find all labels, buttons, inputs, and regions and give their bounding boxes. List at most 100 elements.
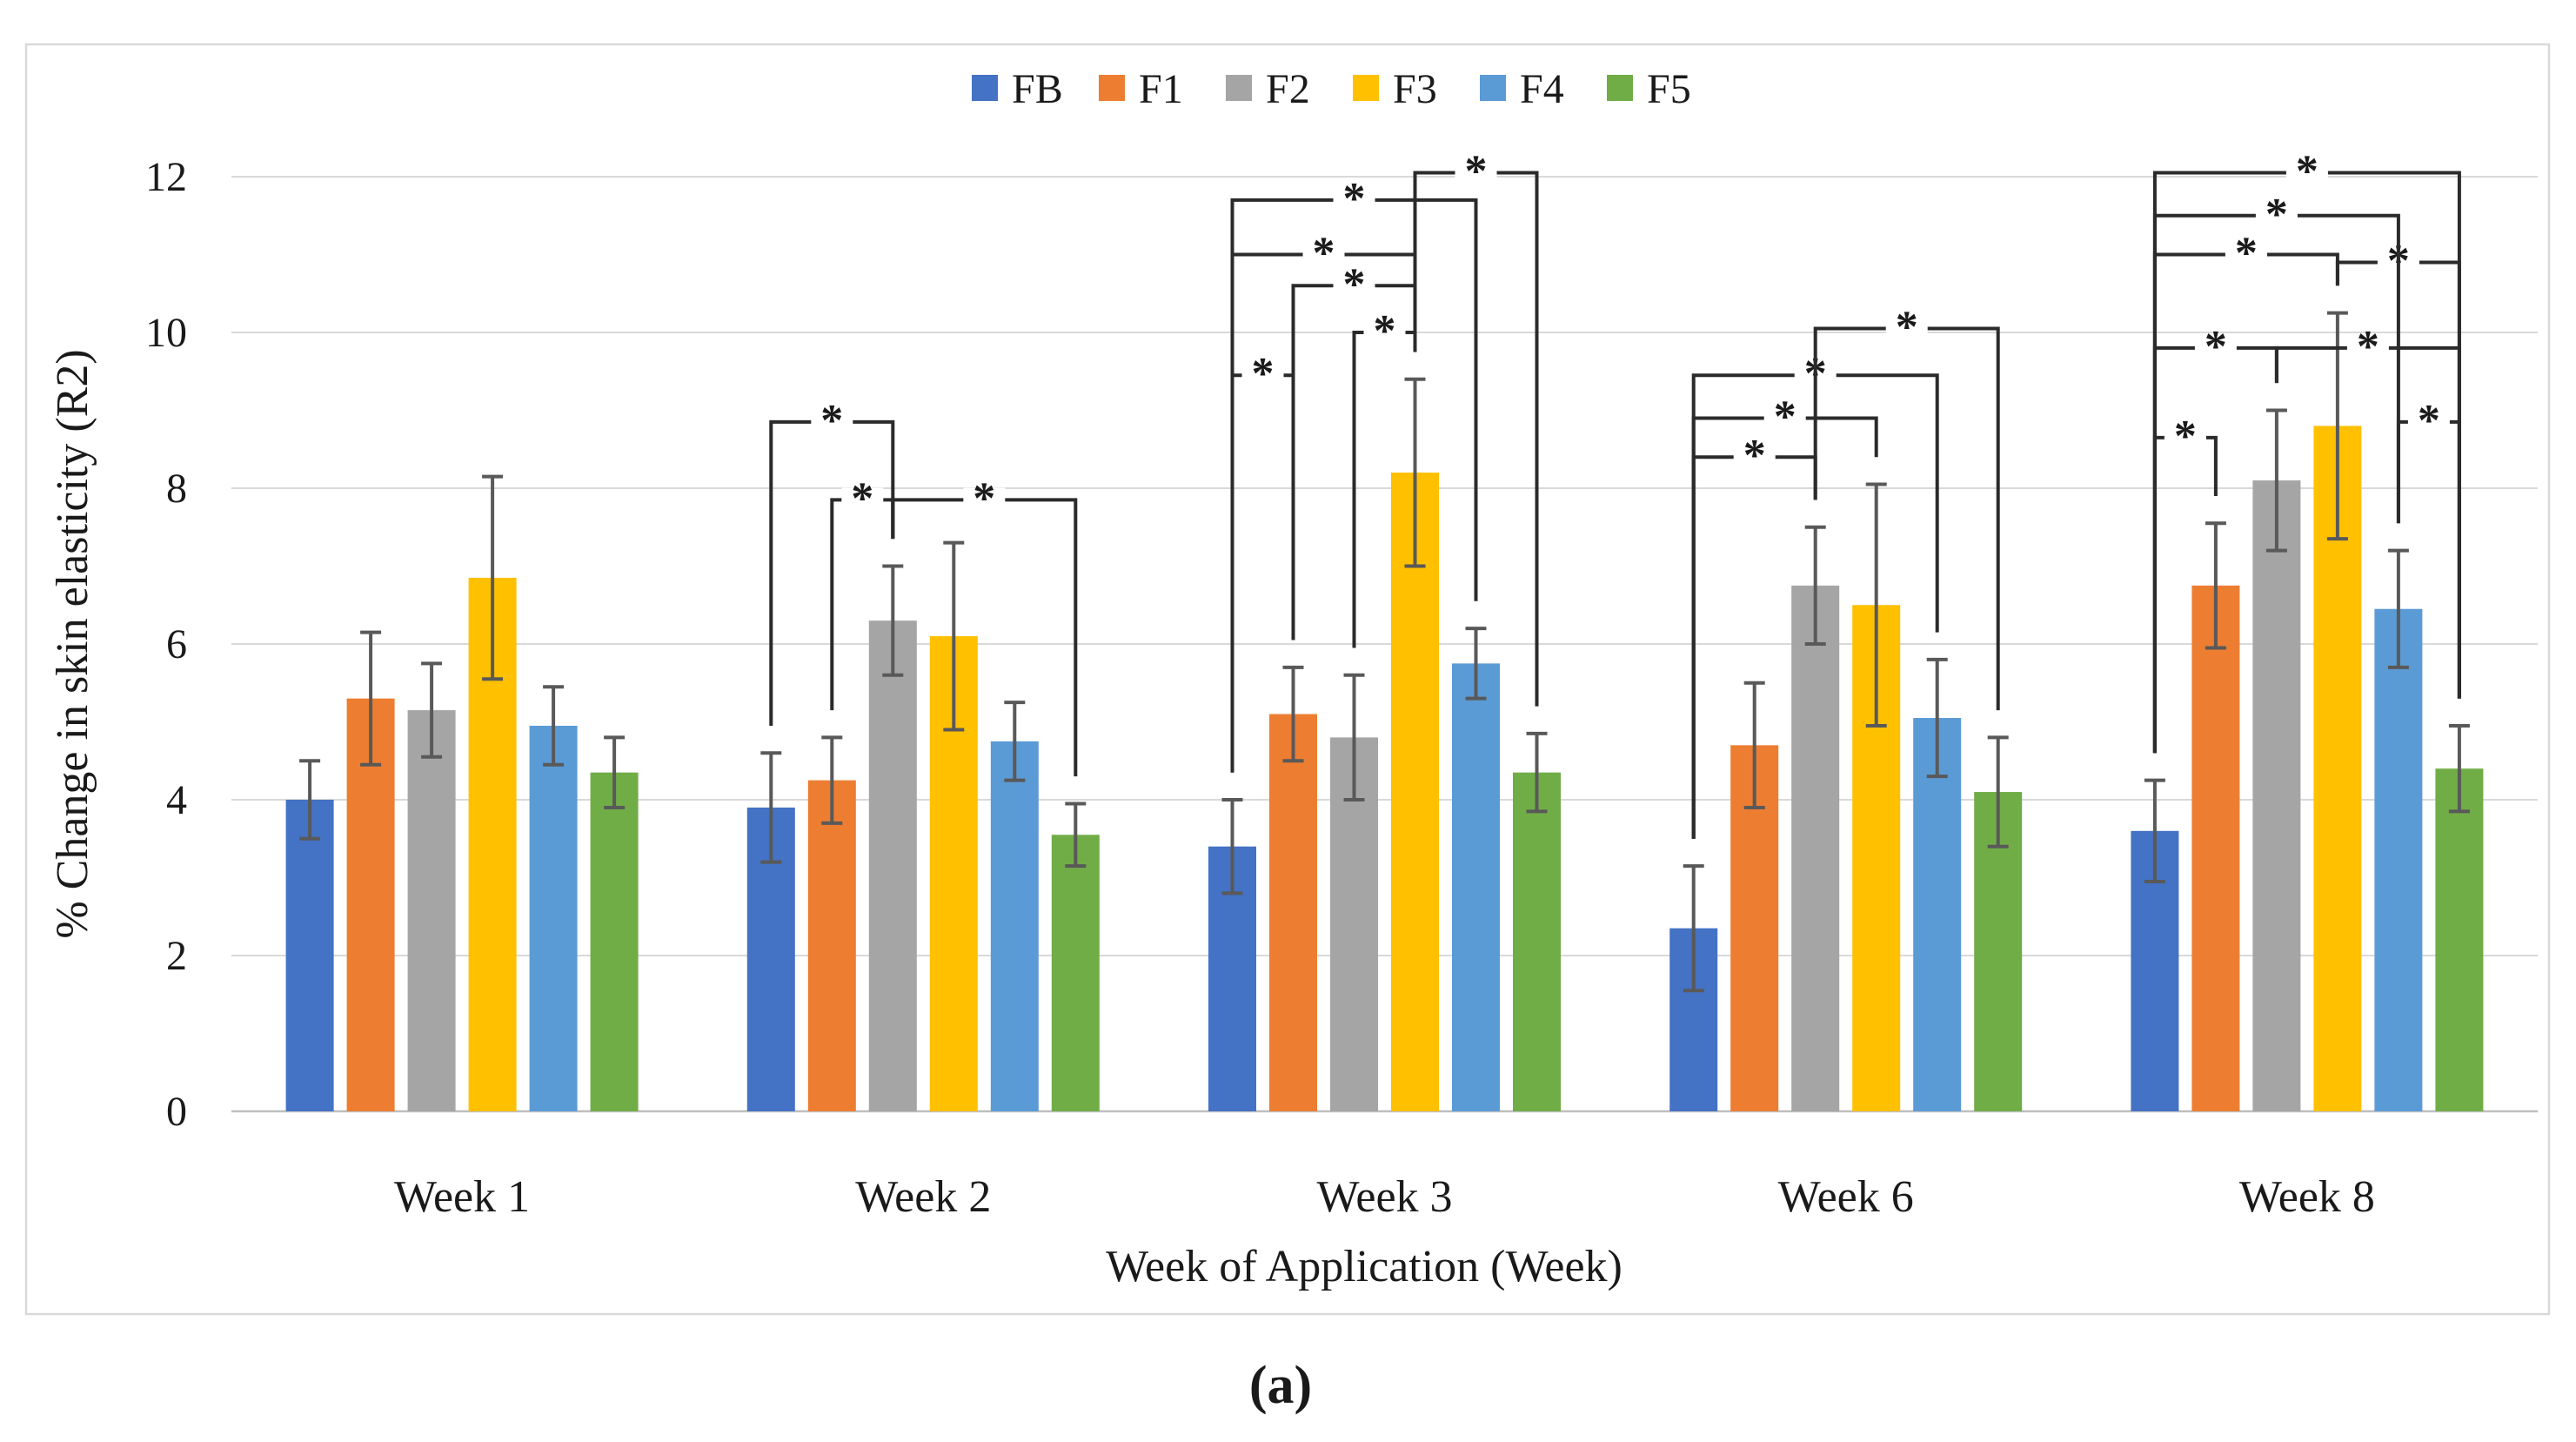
bracket-star-gap bbox=[1333, 273, 1375, 298]
significance-bracket-FB-F5-week-8: * bbox=[2152, 147, 2461, 754]
error-bar-FB-week-1 bbox=[299, 759, 321, 841]
significance-star: * bbox=[2235, 229, 2258, 278]
significance-star: * bbox=[1896, 303, 1918, 352]
error-bar-F3-week-6 bbox=[1865, 482, 1887, 728]
legend-swatch-fb bbox=[972, 75, 998, 101]
error-bar-F1-week-1 bbox=[360, 630, 382, 767]
legend-label-fb: FB bbox=[1012, 66, 1063, 112]
bracket-star-gap bbox=[2255, 203, 2298, 228]
significance-bracket-F1-F3-week-3: * bbox=[1291, 259, 1417, 641]
bracket-star-gap bbox=[2285, 160, 2328, 185]
error-bar-FB-week-6 bbox=[1683, 864, 1704, 993]
bracket-line bbox=[1813, 326, 2000, 711]
x-tick-label-week-8: Week 8 bbox=[2239, 1172, 2375, 1222]
bar-F5-week-1 bbox=[590, 772, 639, 1111]
legend-label-f2: F2 bbox=[1266, 66, 1310, 112]
significance-star: * bbox=[2357, 322, 2379, 372]
error-bar-F2-week-6 bbox=[1804, 525, 1826, 646]
bar-F5-week-3 bbox=[1513, 772, 1561, 1111]
significance-star: * bbox=[2205, 322, 2227, 372]
significance-bracket-FB-F1-week-3: * bbox=[1230, 349, 1295, 773]
bracket-star-gap bbox=[2164, 425, 2206, 450]
bar-F5-week-2 bbox=[1051, 835, 1100, 1111]
x-tick-label-week-3: Week 3 bbox=[1316, 1172, 1452, 1222]
y-tick-label-2: 2 bbox=[166, 933, 187, 979]
significance-star: * bbox=[1252, 349, 1275, 399]
y-tick-label-8: 8 bbox=[166, 466, 187, 512]
bracket-star-gap bbox=[1333, 187, 1375, 212]
legend-label-f3: F3 bbox=[1393, 66, 1437, 112]
significance-star: * bbox=[1743, 431, 1766, 480]
legend-swatch-f2 bbox=[1226, 75, 1252, 101]
error-bar-F5-week-2 bbox=[1065, 801, 1087, 869]
bar-F2-week-1 bbox=[407, 710, 456, 1111]
error-bar-F5-week-6 bbox=[1987, 735, 2009, 848]
error-bar-F4-week-8 bbox=[2387, 548, 2409, 669]
bar-F4-week-3 bbox=[1452, 663, 1500, 1111]
bracket-star-gap bbox=[1302, 242, 1345, 267]
legend-item-f3: F3 bbox=[1353, 66, 1437, 112]
error-bar-F4-week-6 bbox=[1926, 657, 1948, 779]
significance-brackets: ** ************* ****** bbox=[769, 147, 2461, 839]
y-tick-label-0: 0 bbox=[166, 1089, 187, 1135]
significance-star: * bbox=[2418, 396, 2440, 446]
y-tick-label-10: 10 bbox=[145, 310, 187, 356]
bracket-line bbox=[1691, 416, 1878, 839]
significance-bracket-F2-F5-week-6: * bbox=[1813, 303, 2000, 711]
x-axis-tick-labels: Week 1 Week 2 Week 3 Week 6 Week 8 bbox=[394, 1172, 2375, 1222]
error-bar-FB-week-3 bbox=[1221, 798, 1243, 895]
y-tick-label-4: 4 bbox=[166, 777, 187, 823]
error-bar-F1-week-3 bbox=[1282, 665, 1304, 763]
error-bar-F5-week-8 bbox=[2448, 723, 2470, 814]
y-tick-label-6: 6 bbox=[166, 621, 187, 667]
bracket-star-gap bbox=[1763, 406, 1806, 431]
bracket-star-gap bbox=[841, 487, 884, 513]
significance-star: * bbox=[1313, 229, 1335, 278]
significance-bracket-FB-F2-week-2: * bbox=[769, 396, 895, 726]
significance-bracket-F2-F5-week-2: * bbox=[891, 473, 1078, 777]
error-bar-FB-week-2 bbox=[760, 751, 782, 864]
bar-F4-week-1 bbox=[529, 725, 578, 1111]
error-bar-F5-week-3 bbox=[1526, 731, 1548, 814]
bar-F4-week-8 bbox=[2374, 608, 2423, 1111]
significance-star: * bbox=[2174, 412, 2197, 461]
significance-star: * bbox=[851, 473, 873, 523]
error-bars bbox=[299, 311, 2470, 993]
bracket-star-gap bbox=[963, 487, 1006, 513]
legend-label-f1: F1 bbox=[1139, 66, 1183, 112]
bar-F2-week-8 bbox=[2252, 480, 2301, 1111]
x-axis-title: Week of Application (Week) bbox=[1106, 1242, 1623, 1291]
chart-legend: FB F1 F2 F3 F4 F5 bbox=[972, 66, 1691, 112]
significance-bracket-FB-F3-week-8: * bbox=[2152, 229, 2339, 754]
error-bar-F2-week-2 bbox=[882, 564, 904, 677]
significance-star: * bbox=[820, 396, 843, 446]
bar-F1-week-8 bbox=[2191, 585, 2240, 1111]
error-bar-F1-week-6 bbox=[1743, 681, 1765, 809]
legend-swatch-f5 bbox=[1607, 75, 1633, 101]
legend-item-f4: F4 bbox=[1480, 66, 1564, 112]
error-bar-F3-week-8 bbox=[2326, 311, 2348, 541]
legend-label-f5: F5 bbox=[1647, 66, 1691, 112]
significance-star: * bbox=[1343, 174, 1366, 224]
bar-F2-week-2 bbox=[868, 620, 917, 1111]
y-tick-label-12: 12 bbox=[145, 154, 187, 200]
error-bar-F2-week-8 bbox=[2265, 408, 2287, 553]
bracket-line bbox=[2152, 252, 2339, 754]
error-bar-F3-week-1 bbox=[482, 474, 504, 681]
bracket-line bbox=[891, 498, 1078, 777]
legend-swatch-f3 bbox=[1353, 75, 1379, 101]
bracket-star-gap bbox=[1241, 363, 1284, 388]
significance-bracket-F3-F5-week-3: * bbox=[1413, 147, 1539, 707]
legend-swatch-f4 bbox=[1480, 75, 1506, 101]
error-bar-F3-week-3 bbox=[1404, 377, 1426, 568]
error-bar-F1-week-2 bbox=[821, 735, 843, 825]
y-axis-tick-labels: 0 2 4 6 8 10 12 bbox=[145, 154, 187, 1135]
bracket-line bbox=[1230, 373, 1295, 773]
significance-star: * bbox=[2296, 147, 2318, 197]
error-bar-F4-week-2 bbox=[1004, 701, 1026, 782]
legend-label-f4: F4 bbox=[1520, 66, 1564, 112]
significance-bracket-FB-F3-week-6: * bbox=[1691, 392, 1878, 839]
bracket-star-gap bbox=[2407, 409, 2450, 434]
